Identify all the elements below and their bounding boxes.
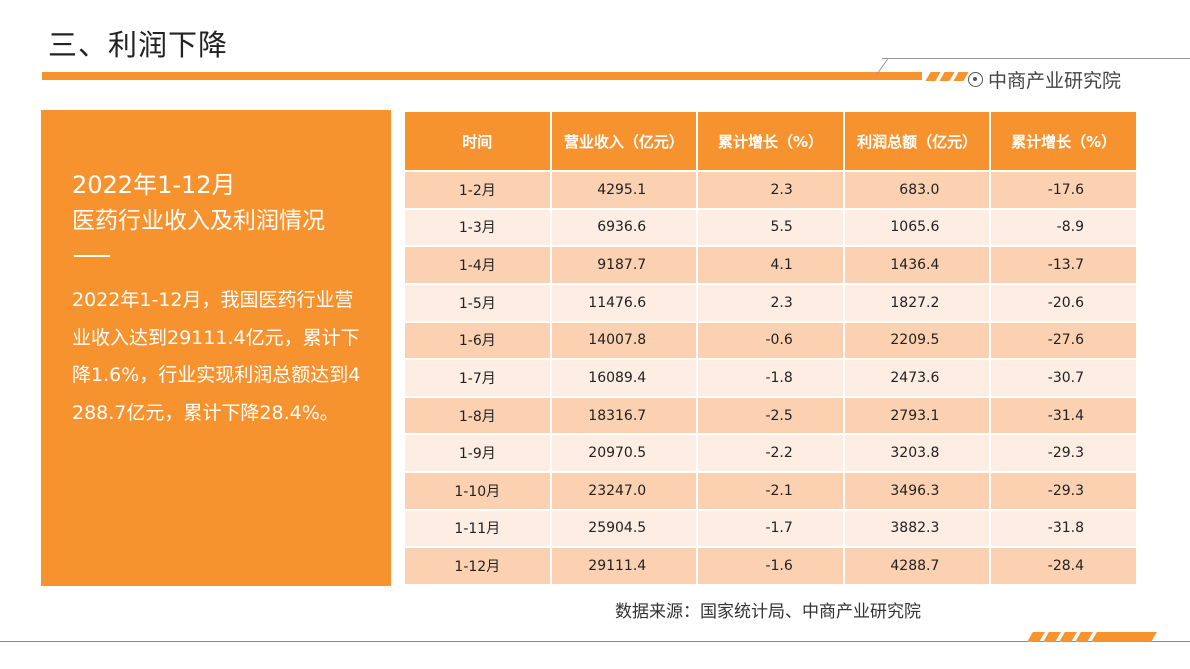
bottom-divider <box>0 641 1190 642</box>
period-cell: 1-6月 <box>405 322 550 359</box>
value-cell: 14007.8 <box>551 322 697 359</box>
table-row: 1-3月 6936.6 5.5 1065.6 -8.9 <box>405 209 1136 246</box>
value-cell: -31.4 <box>991 397 1136 434</box>
value-cell: 20970.5 <box>551 435 697 471</box>
value-cell: 2209.5 <box>844 322 990 359</box>
period-cell: 1-11月 <box>405 510 550 547</box>
table-row: 1-7月 16089.4 -1.8 2473.6 -30.7 <box>405 360 1136 396</box>
table-row: 1-6月 14007.8 -0.6 2209.5 -27.6 <box>405 322 1136 359</box>
stripe-2 <box>939 72 955 81</box>
value-cell: 3882.3 <box>844 510 990 547</box>
decorative-stripes <box>925 72 969 81</box>
value-cell: -30.7 <box>991 360 1136 396</box>
value-cell: -29.3 <box>991 435 1136 471</box>
brand-name: 中商产业研究院 <box>988 70 1122 92</box>
column-header: 利润总额（亿元） <box>844 112 990 170</box>
panel-divider <box>74 255 110 257</box>
value-cell: 16089.4 <box>551 360 697 396</box>
value-cell: -28.4 <box>991 548 1136 584</box>
data-table-container: 时间 营业收入（亿元） 累计增长（%） 利润总额（亿元） 累计增长（%） 1-2月 429… <box>403 110 1138 586</box>
value-cell: 5.5 <box>698 209 843 246</box>
stripe-b2 <box>1043 632 1061 642</box>
summary-panel: 2022年1-12月 医药行业收入及利润情况 2022年1-12月，我国医药行业… <box>41 110 391 586</box>
table-row: 1-4月 9187.7 4.1 1436.4 -13.7 <box>405 247 1136 283</box>
value-cell: 1436.4 <box>844 247 990 283</box>
value-cell: -1.7 <box>698 510 843 547</box>
stripe-b1 <box>1027 632 1045 642</box>
column-header: 累计增长（%） <box>698 112 843 170</box>
value-cell: -2.1 <box>698 473 843 509</box>
value-cell: -27.6 <box>991 322 1136 359</box>
value-cell: 25904.5 <box>551 510 697 547</box>
table-row: 1-2月 4295.1 2.3 683.0 -17.6 <box>405 172 1136 208</box>
panel-period: 2022年1-12月 <box>72 171 236 199</box>
value-cell: -0.6 <box>698 322 843 359</box>
period-cell: 1-10月 <box>405 473 550 509</box>
value-cell: 2793.1 <box>844 397 990 434</box>
column-header: 时间 <box>405 112 550 170</box>
value-cell: -13.7 <box>991 247 1136 283</box>
period-cell: 1-12月 <box>405 548 550 584</box>
data-source-note: 数据来源：国家统计局、中商产业研究院 <box>615 602 921 622</box>
value-cell: 4295.1 <box>551 172 697 208</box>
bottom-decorative-bar <box>1091 632 1157 642</box>
table-row: 1-9月 20970.5 -2.2 3203.8 -29.3 <box>405 435 1136 471</box>
value-cell: 6936.6 <box>551 209 697 246</box>
stripe-1 <box>925 72 941 81</box>
value-cell: 23247.0 <box>551 473 697 509</box>
value-cell: 683.0 <box>844 172 990 208</box>
table-row: 1-5月 11476.6 2.3 1827.2 -20.6 <box>405 284 1136 321</box>
decorative-top-line <box>882 58 1190 59</box>
value-cell: 4.1 <box>698 247 843 283</box>
value-cell: 1065.6 <box>844 209 990 246</box>
value-cell: 2.3 <box>698 172 843 208</box>
value-cell: 29111.4 <box>551 548 697 584</box>
value-cell: 3496.3 <box>844 473 990 509</box>
value-cell: 11476.6 <box>551 284 697 321</box>
period-cell: 1-7月 <box>405 360 550 396</box>
value-cell: -29.3 <box>991 473 1136 509</box>
period-cell: 1-2月 <box>405 172 550 208</box>
target-icon <box>968 72 983 87</box>
brand-logo: 中商产业研究院 <box>968 66 1121 93</box>
period-cell: 1-9月 <box>405 435 550 471</box>
value-cell: -2.2 <box>698 435 843 471</box>
period-cell: 1-8月 <box>405 397 550 434</box>
value-cell: -1.6 <box>698 548 843 584</box>
value-cell: 4288.7 <box>844 548 990 584</box>
value-cell: 2.3 <box>698 284 843 321</box>
table-header-row: 时间 营业收入（亿元） 累计增长（%） 利润总额（亿元） 累计增长（%） <box>405 112 1136 170</box>
value-cell: 1827.2 <box>844 284 990 321</box>
value-cell: 18316.7 <box>551 397 697 434</box>
bottom-decorative-stripes <box>1027 632 1093 642</box>
value-cell: -20.6 <box>991 284 1136 321</box>
value-cell: -2.5 <box>698 397 843 434</box>
table-row: 1-12月 29111.4 -1.6 4288.7 -28.4 <box>405 548 1136 584</box>
value-cell: -31.8 <box>991 510 1136 547</box>
page-title: 三、利润下降 <box>48 28 229 62</box>
column-header: 营业收入（亿元） <box>551 112 697 170</box>
period-cell: 1-5月 <box>405 284 550 321</box>
panel-description: 2022年1-12月，我国医药行业营业收入达到29111.4亿元，累计下降1.6… <box>72 289 361 424</box>
table-row: 1-8月 18316.7 -2.5 2793.1 -31.4 <box>405 397 1136 434</box>
table-row: 1-11月 25904.5 -1.7 3882.3 -31.8 <box>405 510 1136 547</box>
stripe-b3 <box>1059 632 1077 642</box>
revenue-profit-table: 时间 营业收入（亿元） 累计增长（%） 利润总额（亿元） 累计增长（%） 1-2月 429… <box>403 110 1138 586</box>
value-cell: 2473.6 <box>844 360 990 396</box>
period-cell: 1-4月 <box>405 247 550 283</box>
value-cell: -1.8 <box>698 360 843 396</box>
value-cell: -17.6 <box>991 172 1136 208</box>
stripe-3 <box>953 72 969 81</box>
value-cell: 3203.8 <box>844 435 990 471</box>
panel-subtitle: 医药行业收入及利润情况 <box>72 208 325 234</box>
value-cell: -8.9 <box>991 209 1136 246</box>
column-header: 累计增长（%） <box>991 112 1136 170</box>
period-cell: 1-3月 <box>405 209 550 246</box>
title-underline-bar <box>42 72 922 80</box>
table-row: 1-10月 23247.0 -2.1 3496.3 -29.3 <box>405 473 1136 509</box>
value-cell: 9187.7 <box>551 247 697 283</box>
